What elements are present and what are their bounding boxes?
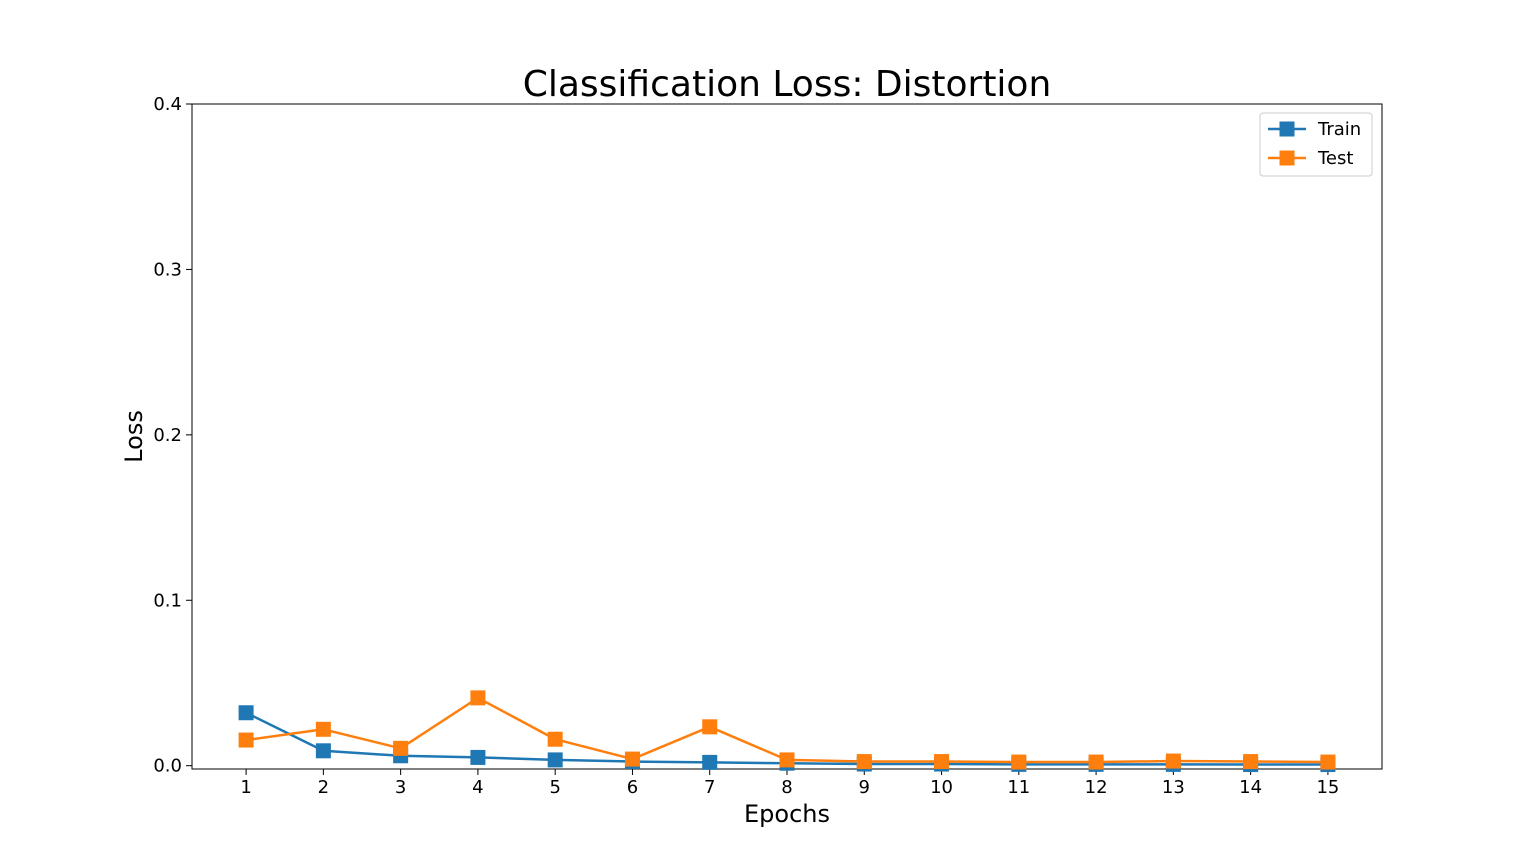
legend-label: Test [1317,148,1353,169]
data-point [702,719,718,735]
data-point [934,754,950,770]
x-axis: 1 2 3 4 5 6 7 8 9 10 11 12 13 14 15 [240,769,1339,798]
data-point [315,721,331,737]
data-point [238,732,254,748]
data-point [547,731,563,747]
series-test [238,690,1336,770]
series-layer [238,690,1336,773]
x-tick-label: 4 [472,777,483,798]
x-axis-title: Epochs [744,800,830,828]
data-point [393,740,409,756]
x-tick-label: 10 [930,777,953,798]
y-axis: 0.0 0.1 0.2 0.3 0.4 [153,94,192,777]
data-point [1011,754,1027,770]
legend-marker [1279,150,1295,166]
legend-marker [1279,121,1295,137]
data-point [779,752,795,768]
y-tick-label: 0.4 [153,94,182,115]
x-tick-label: 5 [549,777,560,798]
data-point [315,743,331,759]
data-point [470,749,486,765]
x-tick-label: 3 [395,777,406,798]
x-tick-label: 8 [781,777,792,798]
x-tick-label: 9 [859,777,870,798]
y-tick-label: 0.0 [153,756,182,777]
data-point [1165,753,1181,769]
y-axis-title: Loss [120,410,148,463]
data-point [238,705,254,721]
data-point [1088,754,1104,770]
x-tick-label: 7 [704,777,715,798]
y-tick-label: 0.2 [153,425,182,446]
data-point [470,690,486,706]
x-tick-label: 13 [1162,777,1185,798]
data-point [856,754,872,770]
legend: Train Test [1259,112,1373,177]
y-tick-label: 0.3 [153,259,182,280]
data-point [702,754,718,770]
data-point [624,751,640,767]
x-tick-label: 11 [1007,777,1030,798]
legend-label: Train [1317,119,1361,140]
x-tick-label: 2 [318,777,329,798]
x-tick-label: 15 [1316,777,1339,798]
legend-item-test: Test [1268,148,1353,169]
data-point [1320,754,1336,770]
x-tick-label: 14 [1239,777,1262,798]
x-tick-label: 12 [1085,777,1108,798]
data-point [1243,754,1259,770]
chart-title: Classification Loss: Distortion [523,64,1052,105]
plot-area-frame [191,103,1383,770]
x-tick-label: 6 [627,777,638,798]
x-tick-label: 1 [240,777,251,798]
data-point [547,752,563,768]
legend-item-train: Train [1268,119,1361,140]
y-tick-label: 0.1 [153,590,182,611]
